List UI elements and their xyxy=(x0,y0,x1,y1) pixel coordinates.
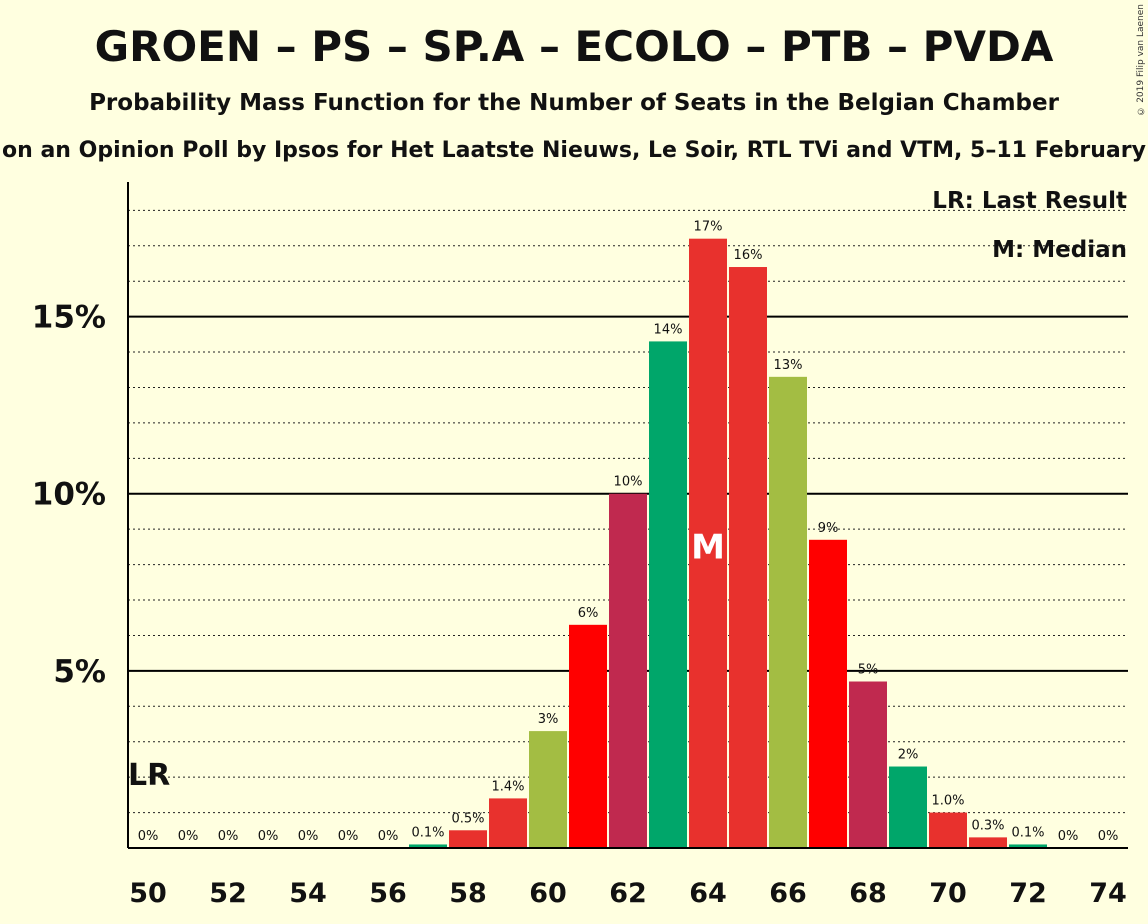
x-tick-label: 72 xyxy=(1009,878,1047,909)
bar-value-label: 0.1% xyxy=(411,825,444,840)
bar-value-label: 10% xyxy=(614,475,643,490)
x-tick-label: 56 xyxy=(369,878,407,909)
bar xyxy=(849,681,887,848)
bar-value-label: 5% xyxy=(858,663,879,678)
bar-value-label: 0.5% xyxy=(451,811,484,826)
bar xyxy=(809,539,847,848)
chart-source-line: on an Opinion Poll by Ipsos for Het Laat… xyxy=(2,138,1146,163)
bar xyxy=(929,812,967,848)
bar-value-label: 1.4% xyxy=(491,779,524,794)
x-tick-label: 68 xyxy=(849,878,887,909)
bar-value-label: 0% xyxy=(178,829,199,844)
bar-value-label: 14% xyxy=(654,322,683,337)
bar xyxy=(449,830,487,848)
bar xyxy=(1009,844,1047,848)
bar-value-label: 0% xyxy=(1098,829,1119,844)
bar xyxy=(409,844,447,848)
bar-value-label: 0% xyxy=(378,829,399,844)
bar-value-label: 0% xyxy=(138,829,159,844)
bar xyxy=(769,376,807,848)
bar xyxy=(569,624,607,848)
bar-value-label: 2% xyxy=(898,748,919,763)
bar xyxy=(889,766,927,848)
bar xyxy=(729,267,767,849)
bar-value-label: 6% xyxy=(578,606,599,621)
bar xyxy=(529,731,567,848)
bar xyxy=(609,493,647,848)
bar-value-label: 0% xyxy=(218,829,239,844)
legend-last-result: LR: Last Result xyxy=(932,188,1127,214)
bar xyxy=(689,238,727,848)
bar-value-label: 3% xyxy=(538,712,559,727)
bar-value-label: 13% xyxy=(774,358,803,373)
y-tick-label: 5% xyxy=(53,654,106,690)
bar-value-label: 0% xyxy=(1058,829,1079,844)
bar-value-label: 17% xyxy=(694,220,723,235)
x-tick-label: 50 xyxy=(129,878,167,909)
x-tick-label: 60 xyxy=(529,878,567,909)
bar-value-label: 0.1% xyxy=(1011,825,1044,840)
x-tick-label: 54 xyxy=(289,878,327,909)
bar-value-label: 0% xyxy=(338,829,359,844)
bar xyxy=(969,837,1007,848)
median-marker: M xyxy=(691,528,725,568)
x-tick-label: 62 xyxy=(609,878,647,909)
legend-median: M: Median xyxy=(992,237,1127,263)
bar-value-label: 1.0% xyxy=(931,794,964,809)
x-tick-label: 52 xyxy=(209,878,247,909)
y-tick-label: 15% xyxy=(32,300,106,336)
x-tick-label: 64 xyxy=(689,878,727,909)
x-tick-label: 70 xyxy=(929,878,967,909)
bar-value-label: 0.3% xyxy=(971,818,1004,833)
x-tick-label: 66 xyxy=(769,878,807,909)
bar xyxy=(649,341,687,848)
x-tick-label: 74 xyxy=(1089,878,1127,909)
bar-value-label: 0% xyxy=(298,829,319,844)
bar-value-label: 16% xyxy=(734,248,763,263)
bar-value-label: 9% xyxy=(818,521,839,536)
last-result-marker: LR xyxy=(128,758,170,793)
y-tick-label: 10% xyxy=(32,477,106,513)
chart-subtitle: Probability Mass Function for the Number… xyxy=(89,90,1059,116)
x-tick-label: 58 xyxy=(449,878,487,909)
chart-title: GROEN – PS – SP.A – ECOLO – PTB – PVDA xyxy=(94,22,1054,71)
bar xyxy=(489,798,527,848)
bar-value-label: 0% xyxy=(258,829,279,844)
